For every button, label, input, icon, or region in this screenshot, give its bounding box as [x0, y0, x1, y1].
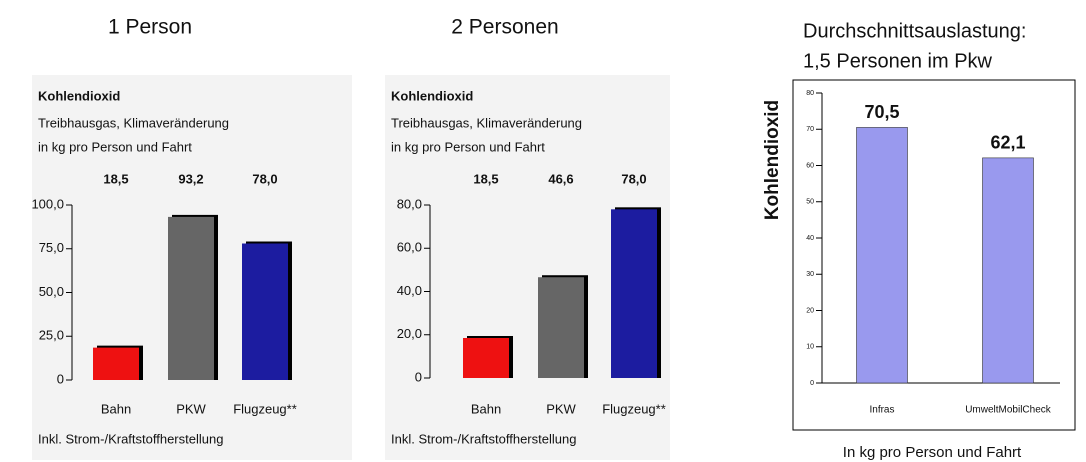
y-tick-label: 40,0	[397, 283, 422, 298]
y-axis-label: Kohlendioxid	[762, 100, 783, 220]
footnote: Inkl. Strom-/Kraftstoffherstellung	[38, 431, 223, 446]
y-tick-label: 30	[806, 271, 814, 278]
y-tick-label: 25,0	[39, 328, 64, 343]
y-tick-label: 0	[810, 380, 814, 387]
x-tick-label: UmweltMobilCheck	[965, 405, 1052, 416]
note: in kg pro Person und Fahrt	[391, 139, 545, 154]
x-tick-label: PKW	[546, 401, 576, 416]
y-tick-label: 0	[57, 371, 64, 386]
footnote: Inkl. Strom-/Kraftstoffherstellung	[391, 431, 576, 446]
value-label: 78,0	[252, 171, 277, 186]
chart-title: 2 Personen	[451, 16, 558, 39]
x-tick-label: Infras	[869, 405, 894, 416]
subtitle: Kohlendioxid	[38, 88, 120, 103]
x-tick-label: Flugzeug**	[233, 401, 297, 416]
bar	[982, 157, 1034, 384]
bar	[611, 209, 657, 378]
y-tick-label: 60	[806, 162, 814, 169]
bar	[856, 127, 908, 384]
value-label: 46,6	[548, 171, 573, 186]
y-tick-label: 70	[806, 126, 814, 133]
chart-title: Durchschnittsauslastung:	[803, 20, 1026, 42]
y-tick-label: 20	[806, 307, 814, 314]
bar	[93, 347, 139, 380]
y-tick-label: 50	[806, 199, 814, 206]
y-tick-label: 80	[806, 90, 814, 97]
x-axis-label: In kg pro Person und Fahrt	[843, 444, 1022, 461]
note: in kg pro Person und Fahrt	[38, 139, 192, 154]
y-tick-label: 50,0	[39, 284, 64, 299]
value-label: 78,0	[621, 171, 646, 186]
x-tick-label: Bahn	[471, 401, 501, 416]
y-tick-label: 60,0	[397, 240, 422, 255]
bar	[538, 277, 584, 378]
y-tick-label: 40	[806, 235, 814, 242]
bar	[463, 337, 509, 378]
value-label: 70,5	[864, 102, 899, 122]
note: Treibhausgas, Klimaveränderung	[391, 115, 582, 130]
y-tick-label: 20,0	[397, 326, 422, 341]
value-label: 18,5	[103, 171, 128, 186]
value-label: 18,5	[473, 171, 498, 186]
x-tick-label: Bahn	[101, 401, 131, 416]
y-tick-label: 100,0	[31, 196, 64, 211]
y-tick-label: 0	[415, 369, 422, 384]
chart-title: 1,5 Personen im Pkw	[803, 50, 993, 72]
bar	[168, 216, 214, 380]
subtitle: Kohlendioxid	[391, 88, 473, 103]
value-label: 62,1	[990, 133, 1025, 153]
y-tick-label: 10	[806, 344, 814, 351]
y-tick-label: 80,0	[397, 196, 422, 211]
bar	[242, 243, 288, 380]
chart-title: 1 Person	[108, 16, 192, 39]
x-tick-label: Flugzeug**	[602, 401, 666, 416]
y-tick-label: 75,0	[39, 240, 64, 255]
note: Treibhausgas, Klimaveränderung	[38, 115, 229, 130]
x-tick-label: PKW	[176, 401, 206, 416]
value-label: 93,2	[178, 171, 203, 186]
